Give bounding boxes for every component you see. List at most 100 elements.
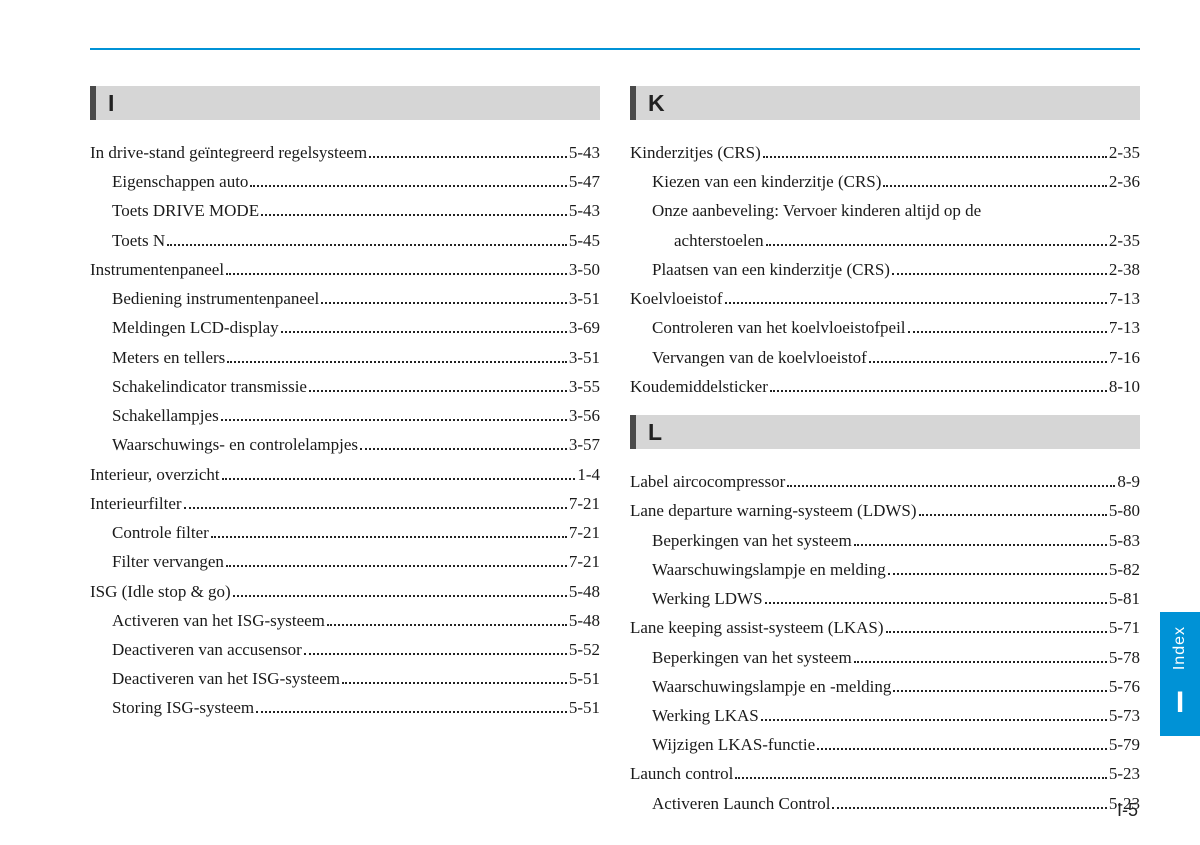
index-entry-page: 1-4 (577, 460, 600, 489)
index-entries: Label aircocompressor 8-9Lane departure … (630, 467, 1140, 818)
index-entry: Beperkingen van het systeem 5-78 (630, 643, 1140, 672)
index-entry: Interieur, overzicht 1-4 (90, 460, 600, 489)
index-entry-label: Beperkingen van het systeem (652, 526, 852, 555)
index-entry: ISG (Idle stop & go) 5-48 (90, 577, 600, 606)
leader-dots (184, 494, 567, 509)
index-entry-page: 5-79 (1109, 730, 1140, 759)
index-entry: Toets DRIVE MODE 5-43 (90, 196, 600, 225)
index-entry-label: Controle filter (112, 518, 209, 547)
index-section-header: I (90, 86, 600, 120)
index-entry-page: 2-35 (1109, 226, 1140, 255)
index-entry: Plaatsen van een kinderzitje (CRS) 2-38 (630, 255, 1140, 284)
index-entry-page: 5-76 (1109, 672, 1140, 701)
index-entry-page: 5-43 (569, 138, 600, 167)
leader-dots (883, 172, 1106, 187)
index-entry: Bediening instrumentenpaneel 3-51 (90, 284, 600, 313)
leader-dots (321, 289, 567, 304)
index-entry-label: Kinderzitjes (CRS) (630, 138, 761, 167)
index-entry-page: 2-35 (1109, 138, 1140, 167)
leader-dots (817, 735, 1107, 750)
leader-dots (893, 676, 1106, 691)
leader-dots (832, 793, 1106, 808)
index-entry-label: Interieurfilter (90, 489, 182, 518)
index-entry: Waarschuwingslampje en -melding 5-76 (630, 672, 1140, 701)
leader-dots (763, 143, 1107, 158)
index-entry: Kinderzitjes (CRS) 2-35 (630, 138, 1140, 167)
index-entry: Lane keeping assist-systeem (LKAS) 5-71 (630, 613, 1140, 642)
leader-dots (908, 318, 1107, 333)
index-entry-label: Schakelindicator transmissie (112, 372, 307, 401)
index-entry-label: Koudemiddelsticker (630, 372, 768, 401)
leader-dots (226, 552, 567, 567)
index-entry: Onze aanbeveling: Vervoer kinderen altij… (630, 196, 1140, 254)
index-entry-label: Toets DRIVE MODE (112, 196, 259, 225)
leader-dots (869, 347, 1107, 362)
index-entry-label: Meldingen LCD-display (112, 313, 279, 342)
index-entry-label: Beperkingen van het systeem (652, 643, 852, 672)
index-entry-label: Plaatsen van een kinderzitje (CRS) (652, 255, 890, 284)
index-entry-page: 7-21 (569, 547, 600, 576)
index-entry-page: 3-57 (569, 430, 600, 459)
index-entry-page: 8-10 (1109, 372, 1140, 401)
index-entry-page: 5-47 (569, 167, 600, 196)
leader-dots (342, 669, 567, 684)
right-column: KKinderzitjes (CRS) 2-35Kiezen van een k… (630, 86, 1140, 806)
leader-dots (261, 201, 567, 216)
index-entries: In drive-stand geïntegreerd regelsysteem… (90, 138, 600, 723)
index-entry-label: Meters en tellers (112, 343, 225, 372)
index-entry-label: Eigenschappen auto (112, 167, 248, 196)
index-entry: Schakelindicator transmissie 3-55 (90, 372, 600, 401)
leader-dots (854, 647, 1107, 662)
leader-dots (233, 581, 567, 596)
index-entry: Label aircocompressor 8-9 (630, 467, 1140, 496)
index-entry-page: 5-45 (569, 226, 600, 255)
index-entry-label: ISG (Idle stop & go) (90, 577, 231, 606)
index-entry-page: 5-83 (1109, 526, 1140, 555)
index-entry: Activeren Launch Control 5-23 (630, 789, 1140, 818)
leader-dots (360, 435, 567, 450)
index-entry-page: 5-71 (1109, 613, 1140, 642)
side-tab: Index I (1160, 612, 1200, 736)
index-entry: Controle filter 7-21 (90, 518, 600, 547)
index-entry: Launch control 5-23 (630, 759, 1140, 788)
index-entry-label: Waarschuwingslampje en melding (652, 555, 886, 584)
leader-dots (787, 472, 1115, 487)
leader-dots (211, 523, 567, 538)
leader-dots (250, 172, 566, 187)
leader-dots (369, 143, 567, 158)
index-entry-page: 5-51 (569, 693, 600, 722)
index-entry-label: Lane keeping assist-systeem (LKAS) (630, 613, 884, 642)
index-entry: In drive-stand geïntegreerd regelsysteem… (90, 138, 600, 167)
index-entry-page: 5-73 (1109, 701, 1140, 730)
leader-dots (892, 260, 1107, 275)
index-entry-label: Schakellampjes (112, 401, 219, 430)
index-entry: Lane departure warning-systeem (LDWS) 5-… (630, 496, 1140, 525)
index-columns: I In drive-stand geïntegreerd regelsystee… (90, 86, 1140, 806)
index-entry-label: Wijzigen LKAS-functie (652, 730, 815, 759)
index-entry-label: Activeren van het ISG-systeem (112, 606, 325, 635)
leader-dots (761, 706, 1107, 721)
index-entry-page: 5-80 (1109, 496, 1140, 525)
index-entry: Meldingen LCD-display 3-69 (90, 313, 600, 342)
side-tab-letter: I (1176, 680, 1184, 718)
index-entry-page: 5-43 (569, 196, 600, 225)
index-entry: Deactiveren van het ISG-systeem 5-51 (90, 664, 600, 693)
index-entry-label: Controleren van het koelvloeistofpeil (652, 313, 906, 342)
index-entry-page: 3-55 (569, 372, 600, 401)
leader-dots (304, 640, 567, 655)
index-entry-page: 7-13 (1109, 284, 1140, 313)
index-entry: Deactiveren van accusensor 5-52 (90, 635, 600, 664)
index-entry: Schakellampjes 3-56 (90, 401, 600, 430)
index-entry: Vervangen van de koelvloeistof 7-16 (630, 343, 1140, 372)
index-entry-page: 2-36 (1109, 167, 1140, 196)
index-entry-label: Deactiveren van het ISG-systeem (112, 664, 340, 693)
index-entry-label: Storing ISG-systeem (112, 693, 254, 722)
index-entry-label: Werking LKAS (652, 701, 759, 730)
index-entry: Koelvloeistof 7-13 (630, 284, 1140, 313)
index-entry-label: Waarschuwingslampje en -melding (652, 672, 891, 701)
index-entry-label: Toets N (112, 226, 165, 255)
leader-dots (226, 260, 567, 275)
index-section-header: K (630, 86, 1140, 120)
top-accent-line (90, 48, 1140, 50)
leader-dots (327, 610, 567, 625)
